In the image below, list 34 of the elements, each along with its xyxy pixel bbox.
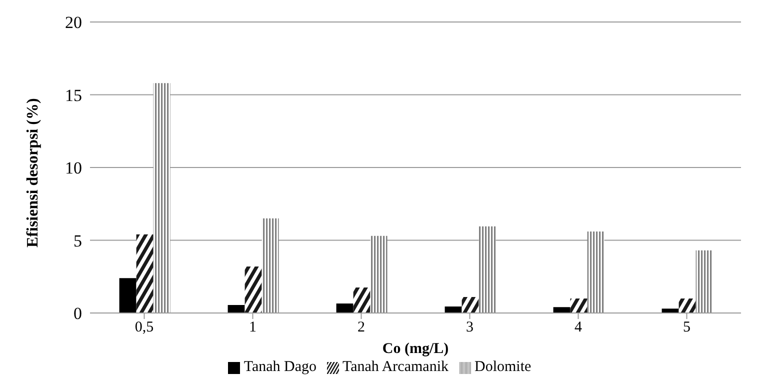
y-tick-label: 0 bbox=[74, 304, 82, 324]
bar bbox=[370, 236, 388, 313]
bar bbox=[696, 250, 713, 313]
bar bbox=[678, 298, 696, 313]
y-tick-label: 20 bbox=[65, 13, 82, 32]
x-tick-label: 2 bbox=[358, 320, 365, 336]
x-axis-title: Co (mg/L) bbox=[382, 341, 449, 357]
y-tick-label: 15 bbox=[65, 86, 82, 105]
bar bbox=[244, 266, 262, 313]
bar bbox=[353, 288, 370, 313]
bar bbox=[262, 218, 279, 313]
x-tick-label: 3 bbox=[466, 320, 474, 336]
bar bbox=[336, 304, 354, 313]
x-tick-label: 0,5 bbox=[134, 320, 154, 336]
x-tick-label: 1 bbox=[249, 320, 256, 336]
legend-label: Tanah Arcamanik bbox=[342, 359, 448, 375]
bar bbox=[570, 298, 588, 313]
bar bbox=[662, 308, 679, 313]
bar bbox=[444, 306, 462, 313]
bar bbox=[136, 234, 154, 313]
bar bbox=[119, 278, 136, 313]
x-tick-label: 4 bbox=[574, 320, 582, 336]
y-axis-title: Efisiensi desorpsi (%) bbox=[24, 98, 42, 248]
bar bbox=[462, 296, 479, 313]
bar bbox=[478, 226, 496, 313]
bar bbox=[587, 232, 604, 313]
bar bbox=[228, 305, 245, 313]
bar bbox=[553, 307, 570, 313]
legend-label: Dolomite bbox=[474, 359, 532, 375]
y-tick-label: 5 bbox=[74, 231, 82, 250]
bar bbox=[153, 83, 170, 313]
y-tick-label: 10 bbox=[65, 158, 82, 178]
legend-label: Tanah Dago bbox=[244, 359, 316, 375]
x-tick-label: 5 bbox=[683, 320, 690, 336]
